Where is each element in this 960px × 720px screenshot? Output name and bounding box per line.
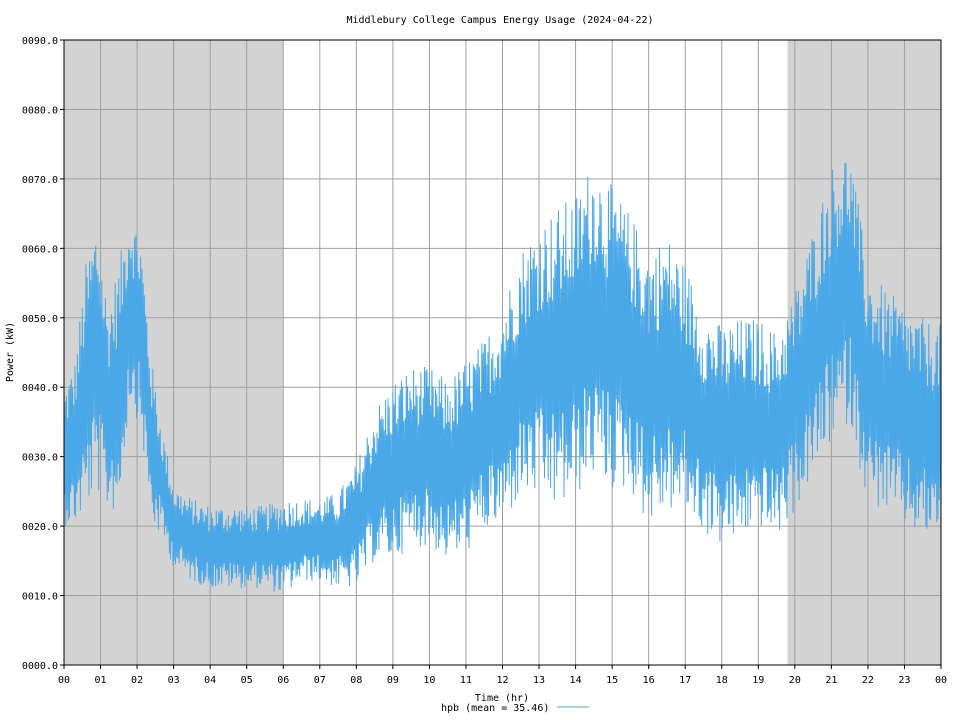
y-tick-label: 0070.0 bbox=[22, 175, 58, 186]
y-tick-label: 0050.0 bbox=[22, 314, 58, 325]
axis-ticks-and-labels: 00 01 02 03 04 05 06 07 08 09 10 11 12 13 14 15 16 17 18 19… bbox=[22, 36, 947, 686]
x-tick-label: 17 bbox=[679, 675, 691, 686]
y-tick-label: 0040.0 bbox=[22, 383, 58, 394]
series-layer bbox=[63, 162, 942, 592]
x-tick-label: 16 bbox=[643, 675, 655, 686]
y-tick-label: 0020.0 bbox=[22, 522, 58, 533]
y-axis-label: Power (kW) bbox=[5, 322, 16, 382]
y-tick-label: 0060.0 bbox=[22, 244, 58, 255]
y-tick-label: 0010.0 bbox=[22, 592, 58, 603]
x-tick-label: 04 bbox=[204, 675, 216, 686]
x-tick-label: 14 bbox=[570, 675, 582, 686]
series-line-hpb bbox=[63, 162, 942, 592]
y-tick-label: 0000.0 bbox=[22, 661, 58, 672]
x-tick-label: 19 bbox=[752, 675, 764, 686]
y-tick-label: 0080.0 bbox=[22, 105, 58, 116]
x-tick-label: 01 bbox=[95, 675, 107, 686]
x-tick-label: 10 bbox=[423, 675, 435, 686]
x-tick-label: 21 bbox=[825, 675, 837, 686]
x-tick-label: 12 bbox=[496, 675, 508, 686]
x-tick-label: 03 bbox=[168, 675, 180, 686]
x-tick-label: 13 bbox=[533, 675, 545, 686]
x-tick-label: 05 bbox=[241, 675, 253, 686]
x-tick-label: 20 bbox=[789, 675, 801, 686]
x-tick-label: 15 bbox=[606, 675, 618, 686]
x-tick-label: 06 bbox=[277, 675, 289, 686]
x-tick-label: 18 bbox=[716, 675, 728, 686]
x-tick-label: 00 bbox=[58, 675, 70, 686]
x-tick-label: 07 bbox=[314, 675, 326, 686]
x-tick-label: 00 bbox=[935, 675, 947, 686]
legend-label: hpb (mean = 35.46) bbox=[441, 703, 549, 714]
y-tick-label: 0090.0 bbox=[22, 36, 58, 47]
x-tick-label: 09 bbox=[387, 675, 399, 686]
x-tick-label: 11 bbox=[460, 675, 472, 686]
x-tick-label: 08 bbox=[350, 675, 362, 686]
x-axis-label: Time (hr) bbox=[475, 693, 529, 704]
legend: hpb (mean = 35.46) bbox=[441, 703, 589, 714]
x-tick-label: 23 bbox=[898, 675, 910, 686]
x-tick-label: 22 bbox=[862, 675, 874, 686]
y-tick-label: 0030.0 bbox=[22, 453, 58, 464]
x-tick-label: 02 bbox=[131, 675, 143, 686]
chart-title: Middlebury College Campus Energy Usage (… bbox=[346, 15, 653, 26]
